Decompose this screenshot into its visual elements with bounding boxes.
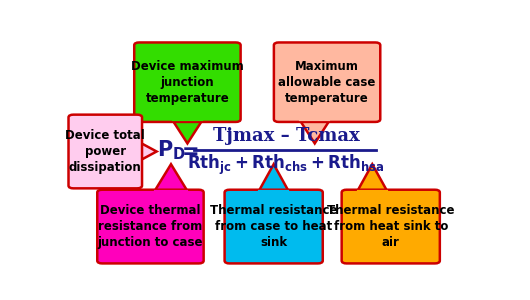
Polygon shape — [172, 119, 203, 143]
Text: Tjmax – Tcmax: Tjmax – Tcmax — [213, 127, 359, 145]
Text: Thermal resistance
from case to heat
sink: Thermal resistance from case to heat sin… — [210, 204, 338, 249]
FancyBboxPatch shape — [342, 190, 440, 263]
Text: Device thermal
resistance from
junction to case: Device thermal resistance from junction … — [98, 204, 203, 249]
FancyBboxPatch shape — [98, 190, 204, 263]
FancyBboxPatch shape — [274, 43, 380, 122]
Text: $\mathregular{P_D}$: $\mathregular{P_D}$ — [156, 139, 186, 162]
Polygon shape — [357, 164, 388, 192]
Text: Maximum
allowable case
temperature: Maximum allowable case temperature — [278, 60, 376, 105]
FancyBboxPatch shape — [225, 190, 323, 263]
Text: $\mathregular{Rth_{jc} + Rth_{chs} + Rth_{hsa}}$: $\mathregular{Rth_{jc} + Rth_{chs} + Rth… — [187, 153, 385, 178]
Text: $\mathregular{=}$: $\mathregular{=}$ — [176, 140, 198, 160]
Text: Device maximum
junction
temperature: Device maximum junction temperature — [131, 60, 244, 105]
Polygon shape — [299, 119, 330, 143]
FancyBboxPatch shape — [68, 115, 142, 188]
Polygon shape — [258, 164, 289, 192]
FancyBboxPatch shape — [134, 43, 241, 122]
Text: Thermal resistance
from heat sink to
air: Thermal resistance from heat sink to air — [327, 204, 455, 249]
Polygon shape — [137, 141, 157, 162]
Polygon shape — [154, 164, 188, 192]
Text: Device total
power
dissipation: Device total power dissipation — [65, 129, 145, 174]
